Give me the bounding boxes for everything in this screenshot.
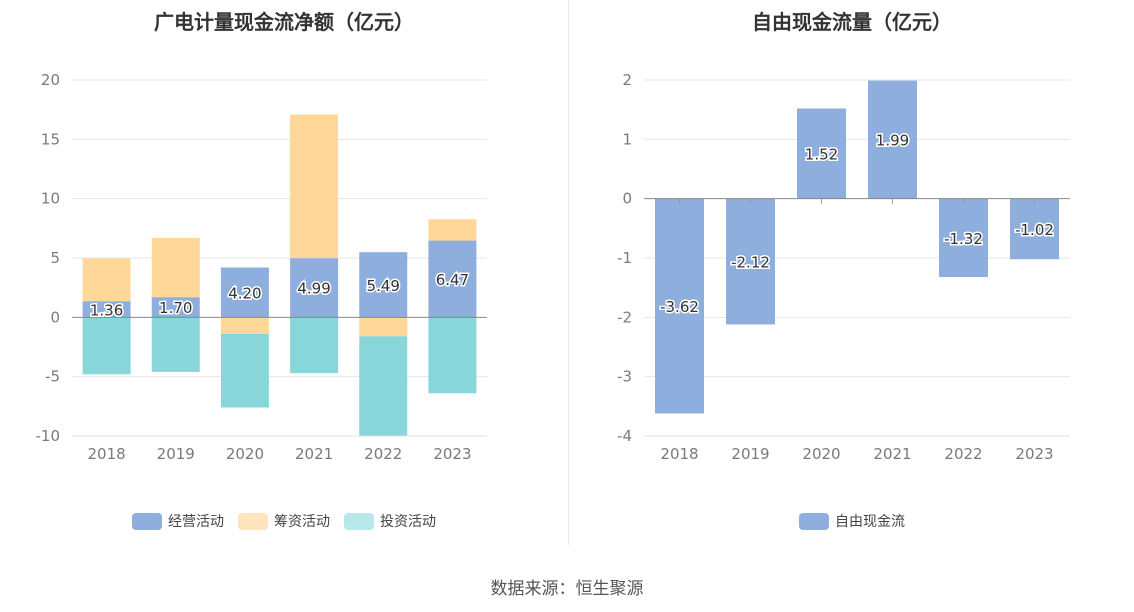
bar-2-2019 xyxy=(151,317,200,372)
data-label: 4.99 xyxy=(297,280,330,298)
y-tick-label: 1 xyxy=(622,130,632,148)
x-tick-label: 2022 xyxy=(944,445,982,463)
y-tick-label: 5 xyxy=(50,249,60,267)
bar-1-2019 xyxy=(151,237,200,298)
legend-item-free-cash-flow[interactable]: 自由现金流 xyxy=(799,511,905,531)
data-label: 1.36 xyxy=(90,301,123,319)
y-tick-label: 0 xyxy=(622,190,632,208)
data-label: 5.49 xyxy=(367,277,400,295)
legend-swatch-investing xyxy=(344,512,374,530)
left-chart-title: 广电计量现金流净额（亿元） xyxy=(154,10,414,34)
y-tick-label: -1 xyxy=(617,249,632,267)
bar-0-2020 xyxy=(220,267,269,318)
x-tick-label: 2018 xyxy=(660,445,698,463)
bar-1-2023 xyxy=(428,219,477,241)
legend-label-free-cash-flow: 自由现金流 xyxy=(835,514,905,530)
y-tick-label: -2 xyxy=(617,308,632,326)
x-tick-label: 2023 xyxy=(1015,445,1053,463)
bar-0-2018 xyxy=(82,301,131,318)
bar-2-2021 xyxy=(290,317,339,374)
bar-1-2021 xyxy=(290,114,339,259)
data-label: 6.47 xyxy=(436,271,469,289)
legend-label-operating: 经营活动 xyxy=(168,514,224,530)
data-source-note: 数据来源：恒生聚源 xyxy=(490,579,644,599)
right-chart-title: 自由现金流量（亿元） xyxy=(752,10,952,34)
legend-swatch-financing xyxy=(238,512,268,530)
bar-2-2020 xyxy=(220,333,269,408)
legend-label-financing: 筹资活动 xyxy=(274,514,330,530)
data-label: -1.32 xyxy=(944,230,983,248)
legend-swatch-operating xyxy=(132,512,162,530)
bar-1-2020 xyxy=(220,317,269,334)
legend-swatch-free-cash-flow xyxy=(799,512,829,530)
x-tick-label: 2021 xyxy=(295,445,333,463)
data-label: -1.02 xyxy=(1015,221,1054,239)
bar-0-2023 xyxy=(1010,198,1059,260)
y-tick-label: 0 xyxy=(50,308,60,326)
y-tick-label: -3 xyxy=(617,368,632,386)
bar-0-2019 xyxy=(726,198,775,325)
cash-flow-chart-panel: 广电计量现金流净额（亿元） 20 15 10 5 0 -5 -10 2018 2019 2020 2… xyxy=(0,0,568,545)
y-tick-label: -5 xyxy=(45,368,60,386)
bar-0-2022 xyxy=(359,252,408,318)
right-chart-legend: 自由现金流 xyxy=(570,511,1134,531)
y-tick-label: 10 xyxy=(41,190,60,208)
bar-2-2023 xyxy=(428,317,477,394)
x-tick-label: 2019 xyxy=(157,445,195,463)
bar-0-2019 xyxy=(151,297,200,318)
bar-0-2021 xyxy=(290,258,339,318)
free-cash-flow-bar-chart: 2 1 0 -1 -2 -3 -4 2018 2019 2020 2021 2022 2023 -3.62… xyxy=(617,71,1070,463)
data-label: -2.12 xyxy=(731,254,770,272)
bar-2-2018 xyxy=(82,317,131,375)
x-tick-label: 2020 xyxy=(226,445,264,463)
legend-item-financing[interactable]: 筹资活动 xyxy=(238,511,330,531)
y-tick-label: 15 xyxy=(41,130,60,148)
y-tick-label: 2 xyxy=(622,71,632,89)
x-tick-label: 2020 xyxy=(802,445,840,463)
bar-0-2021 xyxy=(868,80,917,199)
data-label: -3.62 xyxy=(660,298,699,316)
bar-1-2018 xyxy=(82,258,131,302)
x-tick-label: 2023 xyxy=(433,445,471,463)
bar-1-2022 xyxy=(359,317,408,337)
x-tick-label: 2019 xyxy=(731,445,769,463)
cash-flow-stacked-bar-chart: 20 15 10 5 0 -5 -10 2018 2019 2020 2021 2022 2023 1.3… xyxy=(36,71,487,463)
data-label: 4.20 xyxy=(228,284,261,302)
bar-0-2023 xyxy=(428,240,477,318)
legend-label-investing: 投资活动 xyxy=(380,514,436,530)
bar-0-2020 xyxy=(797,108,846,199)
y-tick-label: -10 xyxy=(36,427,61,445)
x-tick-label: 2018 xyxy=(87,445,125,463)
y-tick-label: 20 xyxy=(41,71,60,89)
x-tick-label: 2022 xyxy=(364,445,402,463)
legend-item-operating[interactable]: 经营活动 xyxy=(132,511,224,531)
legend-item-investing[interactable]: 投资活动 xyxy=(344,511,436,531)
data-label: 1.70 xyxy=(159,299,192,317)
x-tick-label: 2021 xyxy=(873,445,911,463)
bar-0-2022 xyxy=(939,198,988,277)
panel-divider xyxy=(568,0,569,545)
y-tick-label: -4 xyxy=(617,427,632,445)
left-chart-legend: 经营活动 筹资活动 投资活动 xyxy=(0,511,568,531)
bar-2-2022 xyxy=(359,336,408,436)
data-label: 1.52 xyxy=(805,146,838,164)
bar-0-2018 xyxy=(655,198,704,414)
free-cash-flow-chart-panel: 自由现金流量（亿元） 2 1 0 -1 -2 -3 -4 2018 2019 2020 2021 20… xyxy=(570,0,1134,545)
data-label: 1.99 xyxy=(876,132,909,150)
